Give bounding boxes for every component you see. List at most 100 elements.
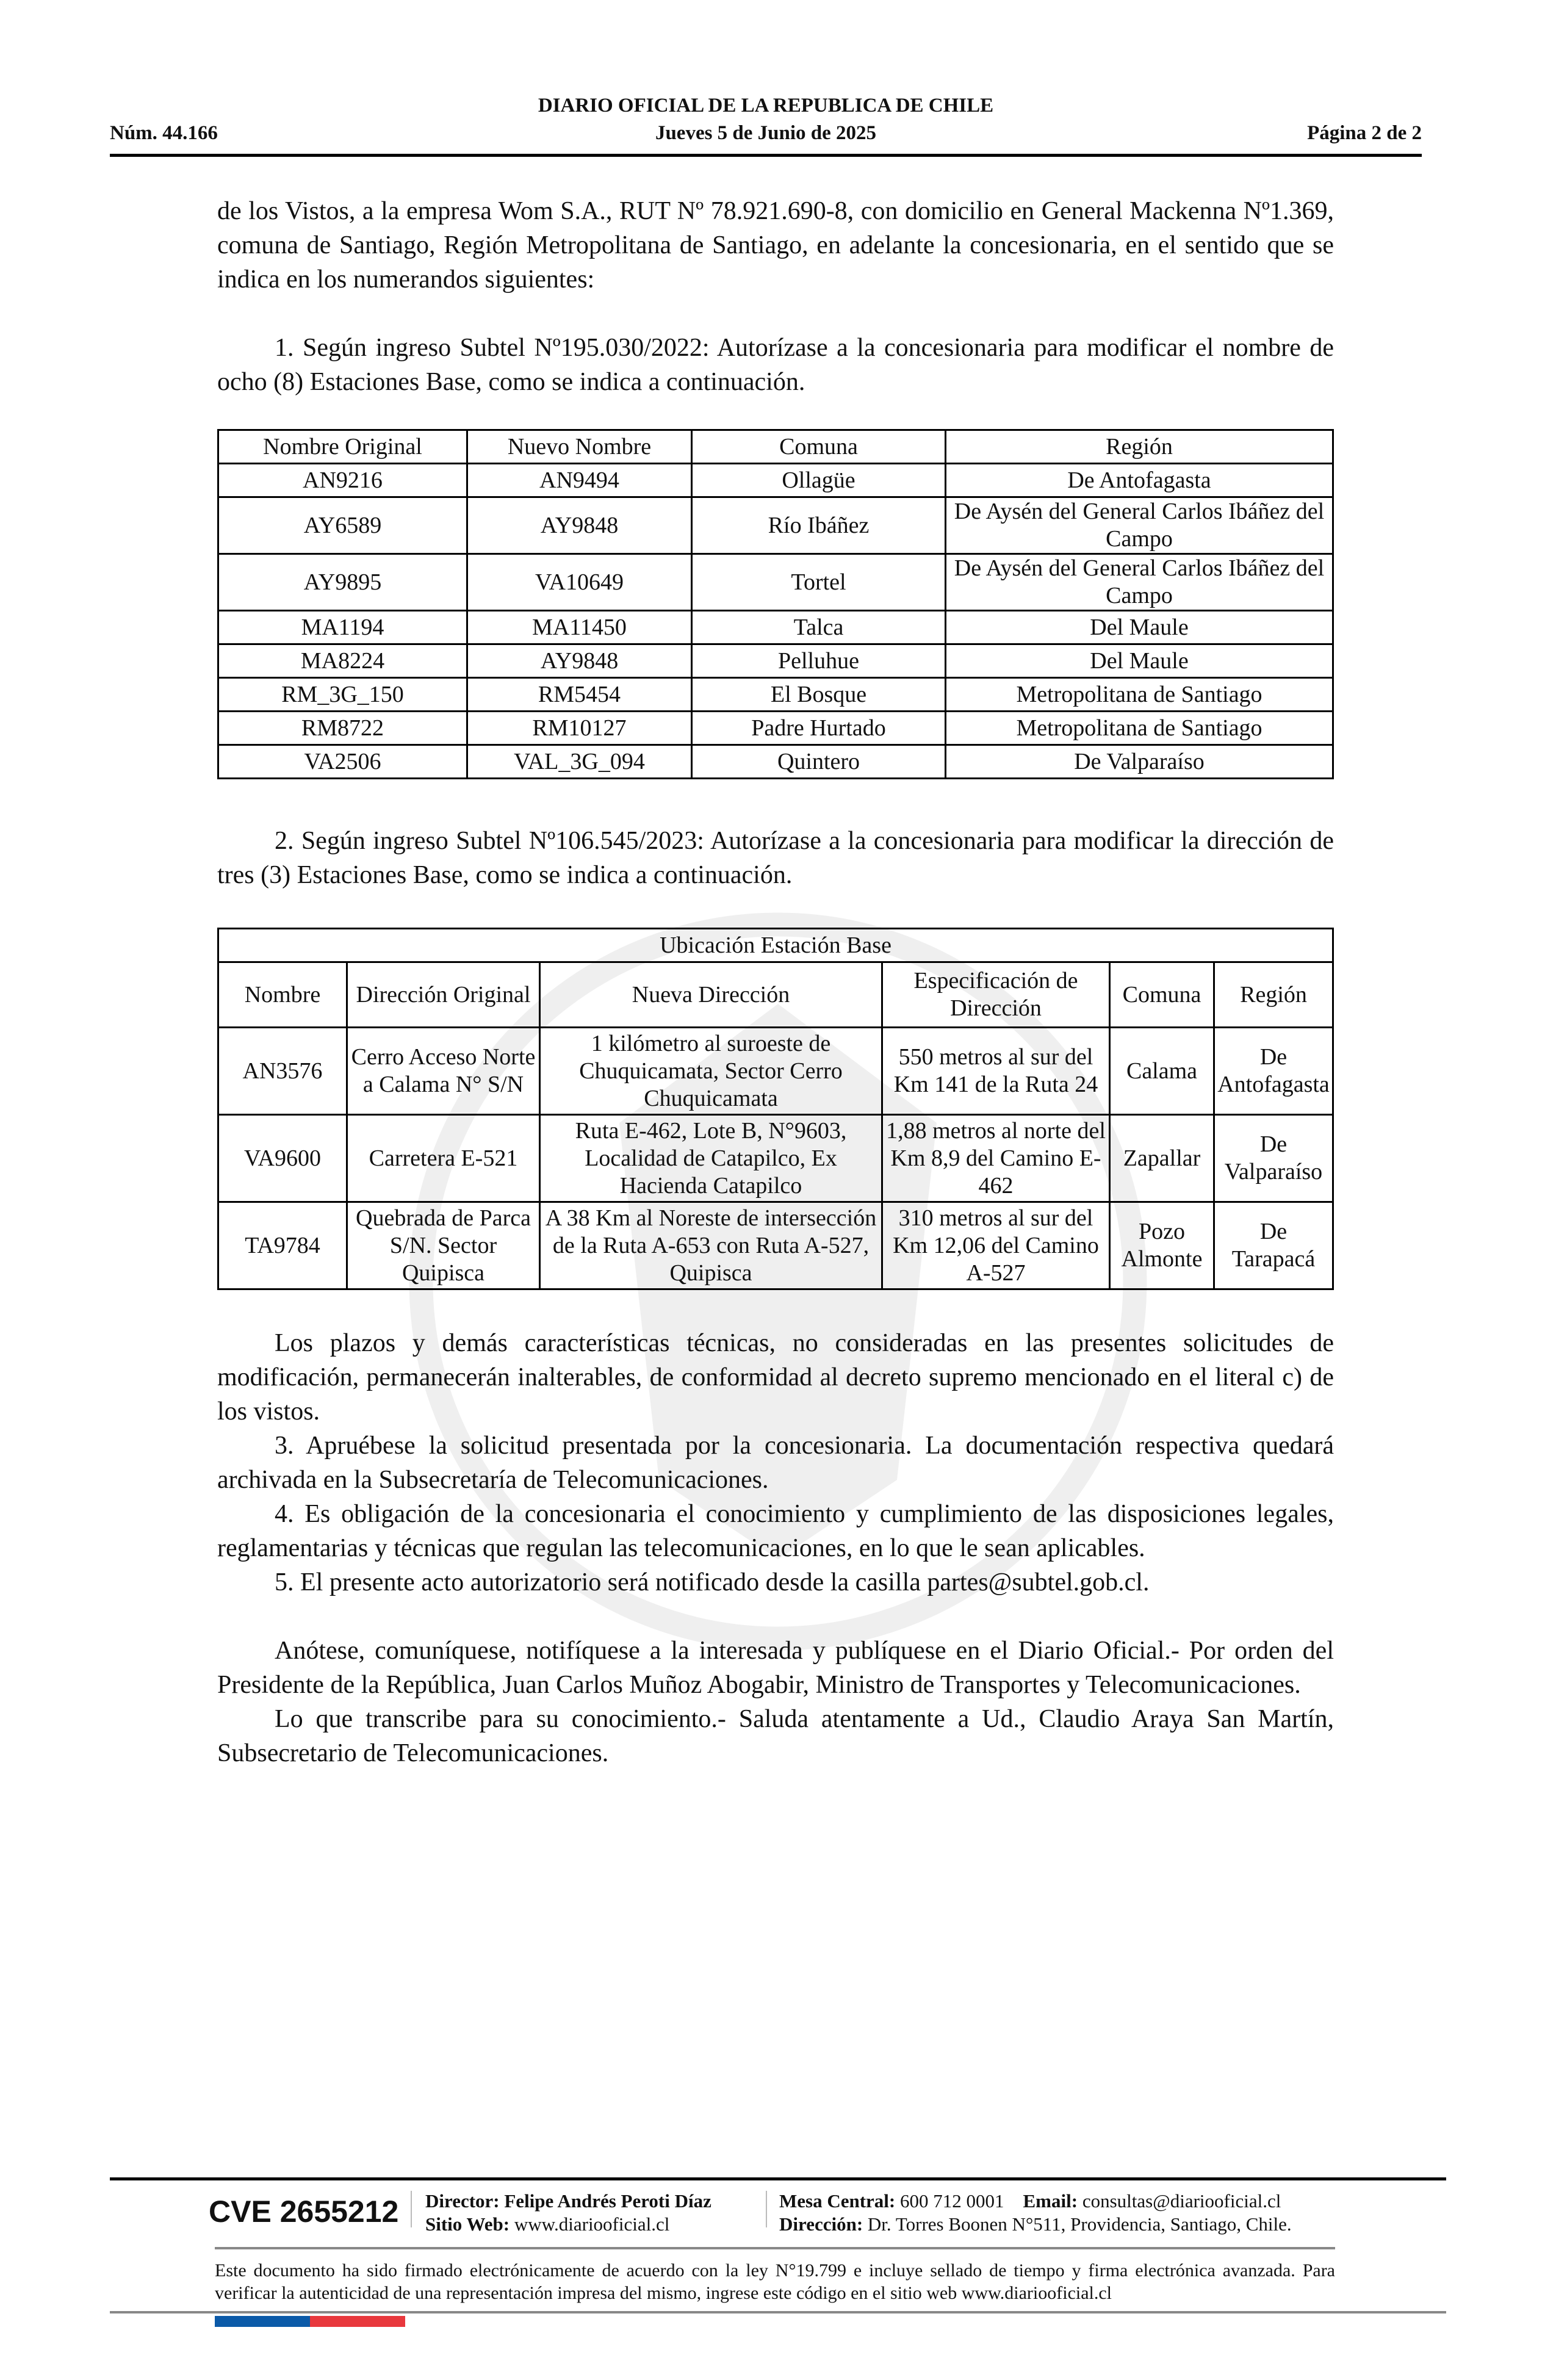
flag-stripe-red [310,2316,405,2327]
column-header: Región [1213,961,1334,1028]
table-cell: MA11450 [466,610,693,645]
table-cell: RM5454 [466,677,693,712]
footer-inner-divider [215,2247,1335,2249]
paragraph: 4. Es obligación de la concesionaria el … [217,1500,1334,1562]
footer-contact-block: Mesa Central: 600 712 0001 Email: consul… [779,2190,1292,2236]
paragraph: 5. El presente acto autorizatorio será n… [275,1568,1150,1596]
table-cell: VA10649 [466,553,693,611]
table-cell: Carretera E-521 [346,1114,541,1203]
table-caption-row: Ubicación Estación Base [217,928,1334,963]
table-cell: RM10127 [466,710,693,746]
table-cell: AY6589 [217,496,468,555]
table-row: MA8224 AY9848 Pelluhue Del Maule [217,643,1334,679]
table-cell: Zapallar [1109,1114,1215,1203]
table-cell: Cerro Acceso Norte a Calama N° S/N [346,1026,541,1116]
web-link[interactable]: www.diariooficial.cl [514,2213,670,2235]
table-cell: RM_3G_150 [217,677,468,712]
table-cell: 550 metros al sur del Km 141 de la Ruta … [881,1026,1111,1116]
column-header: Dirección Original [346,961,541,1028]
table-header-row: Nombre Dirección Original Nueva Direcció… [217,961,1334,1028]
intro-paragraph: de los Vistos, a la empresa Wom S.A., RU… [217,197,1334,294]
table-cell: Talca [691,610,946,645]
issue-date: Jueves 5 de Junio de 2025 [655,122,877,144]
email-label: Email: [1023,2190,1078,2212]
column-header: Nombre [217,961,348,1028]
table-cell: De Aysén del General Carlos Ibáñez del C… [945,553,1334,611]
table-cell: Calama [1109,1026,1215,1116]
table-row: MA1194 MA11450 Talca Del Maule [217,610,1334,645]
table-cell: De Valparaíso [945,744,1334,779]
issue-number: Núm. 44.166 [110,122,218,144]
closing-section: Los plazos y demás características técni… [217,1326,1334,1770]
footer-separator [766,2191,767,2227]
rename-table: Nombre Original Nuevo Nombre Comuna Regi… [217,429,1334,779]
table-row: AN9216 AN9494 Ollagüe De Antofagasta [217,463,1334,498]
table-cell: Metropolitana de Santiago [945,677,1334,712]
table-cell: MA8224 [217,643,468,679]
web-label: Sitio Web: [425,2213,510,2235]
footer-divider [110,2177,1446,2180]
table-row: AY9895 VA10649 Tortel De Aysén del General … [217,553,1334,611]
legal-notice: Este documento ha sido firmado electróni… [215,2260,1335,2303]
page-number: Página 2 de 2 [1307,122,1422,144]
address-label: Dirección: [779,2213,863,2235]
table-cell: 1,88 metros al norte del Km 8,9 del Cami… [881,1114,1111,1203]
table-row: RM8722 RM10127 Padre Hurtado Metropolitana … [217,710,1334,746]
rename-table-container: Nombre Original Nuevo Nombre Comuna Regi… [217,429,1334,779]
table-row: RM_3G_150 RM5454 El Bosque Metropolitana de… [217,677,1334,712]
column-header: Nombre Original [217,429,468,464]
table-cell: TA9784 [217,1201,348,1290]
cve-code: CVE 2655212 [209,2194,399,2229]
table-cell: AN9494 [466,463,693,498]
table-cell: Padre Hurtado [691,710,946,746]
table-cell: AY9895 [217,553,468,611]
table-cell: A 38 Km al Noreste de intersección de la… [539,1201,883,1290]
table-cell: AN3576 [217,1026,348,1116]
table-cell: Pozo Almonte [1109,1201,1215,1290]
address-table: Ubicación Estación Base Nombre Dirección… [217,928,1334,1290]
address-table-container: Ubicación Estación Base Nombre Dirección… [217,928,1334,1290]
table-cell: De Valparaíso [1213,1114,1334,1203]
table-row: AN3576 Cerro Acceso Norte a Calama N° S/N… [217,1026,1334,1116]
table-cell: Tortel [691,553,946,611]
table-cell: Pelluhue [691,643,946,679]
director-name: Felipe Andrés Peroti Díaz [504,2190,711,2212]
table-cell: Quintero [691,744,946,779]
table-cell: Quebrada de Parca S/N. Sector Quipisca [346,1201,541,1290]
table-caption: Ubicación Estación Base [217,928,1334,963]
table-cell: Del Maule [945,610,1334,645]
publication-title: DIARIO OFICIAL DE LA REPUBLICA DE CHILE [538,95,994,117]
table-cell: VA2506 [217,744,468,779]
email-link[interactable]: consultas@diariooficial.cl [1082,2190,1281,2212]
footer-bottom-divider [110,2311,1446,2313]
address: Dr. Torres Boonen N°511, Providencia, Sa… [867,2213,1292,2235]
phone-label: Mesa Central: [779,2190,896,2212]
table-cell: De Antofagasta [1213,1026,1334,1116]
document-body: de los Vistos, a la empresa Wom S.A., RU… [217,194,1334,399]
footer-director-block: Director: Felipe Andrés Peroti Díaz Siti… [425,2190,711,2236]
table-header-row: Nombre Original Nuevo Nombre Comuna Regi… [217,429,1334,464]
table-cell: 310 metros al sur del Km 12,06 del Camin… [881,1201,1111,1290]
table-cell: Del Maule [945,643,1334,679]
column-header: Comuna [1109,961,1215,1028]
table-cell: VAL_3G_094 [466,744,693,779]
phone: 600 712 0001 [900,2190,1004,2212]
table-cell: AY9848 [466,496,693,555]
table-row: TA9784 Quebrada de Parca S/N. Sector Quip… [217,1201,1334,1290]
table-cell: De Aysén del General Carlos Ibáñez del C… [945,496,1334,555]
table-cell: 1 kilómetro al suroeste de Chuquicamata,… [539,1026,883,1116]
column-header: Especificación de Dirección [881,961,1111,1028]
closing-paragraph: Lo que transcribe para su conocimiento.-… [217,1705,1334,1767]
table-cell: Río Ibáñez [691,496,946,555]
table-cell: De Antofagasta [945,463,1334,498]
closing-paragraph: Anótese, comuníquese, notifíquese a la i… [217,1637,1334,1699]
column-header: Comuna [691,429,946,464]
item-2-block: 2. Según ingreso Subtel Nº106.545/2023: … [217,824,1334,892]
column-header: Región [945,429,1334,464]
table-row: VA2506 VAL_3G_094 Quintero De Valparaíso [217,744,1334,779]
table-row: VA9600 Carretera E-521 Ruta E-462, Lote B,… [217,1114,1334,1203]
column-header: Nuevo Nombre [466,429,693,464]
column-header: Nueva Dirección [539,961,883,1028]
item-1-paragraph: 1. Según ingreso Subtel Nº195.030/2022: … [217,334,1334,396]
header-divider [110,154,1422,157]
